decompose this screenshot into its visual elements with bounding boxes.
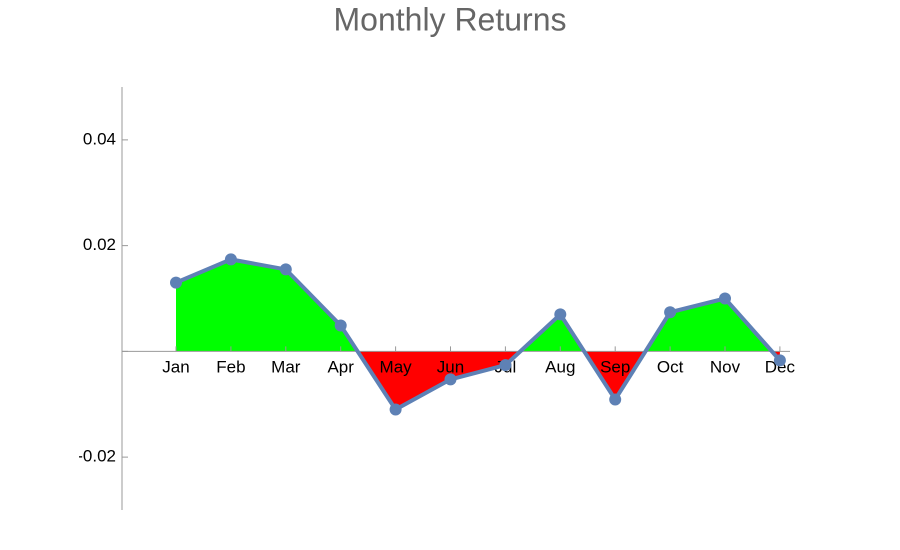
x-tick-label: Jan (162, 357, 189, 376)
point (499, 359, 512, 372)
positive-area (176, 259, 780, 352)
x-tick-label: Dec (765, 357, 796, 376)
x-tick-label: Jun (437, 357, 464, 376)
point (334, 319, 347, 332)
point (554, 308, 567, 321)
x-tick-label: Aug (545, 357, 575, 376)
y-tick-labels: -0.02 0.02 0.04 (77, 129, 116, 466)
y-tick-label: 0.04 (83, 129, 116, 148)
point (609, 393, 622, 406)
x-tick-label: Apr (327, 357, 354, 376)
line (175, 257, 782, 412)
chart-title: Monthly Returns (334, 1, 567, 37)
negative-area (176, 351, 780, 410)
point (279, 263, 292, 276)
x-tick-label: May (380, 357, 413, 376)
point (773, 354, 786, 367)
x-tick-label: Nov (710, 357, 741, 376)
y-tick-label: -0.02 (77, 447, 116, 466)
x-tick-label: Oct (657, 357, 684, 376)
point (389, 403, 402, 416)
y-tick-label: 0.02 (83, 235, 116, 254)
point (170, 276, 182, 289)
x-tick-label: Feb (216, 357, 245, 376)
x-tick-label: Mar (271, 357, 301, 376)
point (444, 373, 457, 386)
x-tick-label: Sep (600, 357, 630, 376)
point (719, 292, 731, 305)
point (664, 306, 677, 319)
point (224, 253, 237, 266)
